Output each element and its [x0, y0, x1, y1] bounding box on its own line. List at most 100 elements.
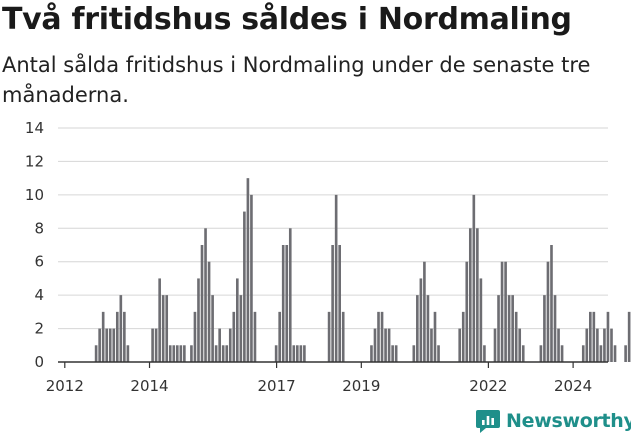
bar	[151, 328, 154, 362]
bar	[546, 261, 550, 362]
bar	[161, 295, 165, 362]
bar	[331, 245, 334, 362]
bar	[108, 328, 112, 362]
bar	[384, 328, 387, 362]
bar	[288, 228, 292, 362]
bar	[303, 345, 306, 362]
bar	[437, 345, 440, 362]
x-tick-label: 2019	[342, 377, 380, 395]
bar	[94, 345, 98, 362]
bar	[557, 328, 560, 362]
bar	[281, 245, 285, 362]
bar	[179, 345, 183, 362]
y-tick-label: 8	[34, 219, 44, 237]
bar	[236, 278, 239, 362]
bar	[274, 345, 278, 362]
bar	[292, 345, 296, 362]
bar	[560, 345, 564, 362]
bar	[497, 295, 500, 362]
bar	[204, 228, 207, 362]
bar	[250, 194, 253, 362]
bar	[507, 295, 511, 362]
bar	[387, 328, 391, 362]
bar	[610, 328, 613, 362]
bar	[627, 311, 631, 362]
bar	[190, 345, 193, 362]
y-tick-label: 12	[25, 152, 44, 170]
bar	[518, 328, 522, 362]
bar	[327, 311, 331, 362]
bar	[175, 345, 179, 362]
bar	[581, 345, 585, 362]
bar	[504, 261, 507, 362]
bar	[419, 278, 423, 362]
brand-name: Newsworthy	[506, 410, 631, 432]
bar	[412, 345, 416, 362]
bar	[433, 311, 437, 362]
x-tick-label: 2024	[554, 377, 592, 395]
bar	[461, 311, 465, 362]
bar	[232, 311, 236, 362]
bar	[165, 295, 169, 362]
bar	[589, 311, 592, 362]
bar	[543, 295, 546, 362]
y-axis-tick-labels: 0 2 4 6 8 10 12 14	[25, 119, 44, 371]
bar	[168, 345, 172, 362]
bar	[225, 345, 229, 362]
bar	[193, 311, 197, 362]
newsworthy-brand: Newsworthy	[476, 408, 631, 434]
bar	[126, 345, 130, 362]
bar	[338, 245, 341, 362]
x-axis-tick-labels: 2012 2014 2017 2019 2022 2024	[46, 362, 592, 395]
newsworthy-logo-icon	[476, 410, 500, 433]
bars	[94, 178, 631, 362]
bar	[426, 295, 430, 362]
bar	[112, 328, 116, 362]
y-tick-label: 10	[25, 186, 44, 204]
x-tick-label: 2017	[258, 377, 296, 395]
bar	[246, 178, 250, 362]
bar	[458, 328, 462, 362]
bar	[483, 345, 486, 362]
bar	[624, 345, 627, 362]
bar	[183, 345, 186, 362]
bar	[391, 345, 394, 362]
bar	[158, 278, 161, 362]
bar	[207, 261, 211, 362]
bar	[514, 311, 518, 362]
bar	[596, 328, 599, 362]
bar	[197, 278, 200, 362]
bar	[296, 345, 299, 362]
y-tick-label: 6	[34, 253, 44, 271]
bar	[472, 194, 476, 362]
bar	[493, 328, 497, 362]
bar	[479, 278, 483, 362]
bar	[243, 211, 246, 362]
y-tick-label: 4	[34, 286, 44, 304]
bar	[221, 345, 225, 362]
y-tick-label: 2	[34, 320, 44, 338]
bar	[476, 228, 479, 362]
bar	[606, 311, 610, 362]
chart-title: Två fritidshus såldes i Nordmaling	[2, 2, 572, 37]
x-tick-label: 2022	[469, 377, 507, 395]
bar	[394, 345, 398, 362]
bar	[465, 261, 469, 362]
x-tick-label: 2012	[46, 377, 84, 395]
bar	[373, 328, 377, 362]
bar	[377, 311, 380, 362]
bar	[603, 328, 606, 362]
y-tick-label: 14	[25, 119, 44, 137]
bar	[334, 194, 338, 362]
bar	[123, 311, 126, 362]
bar	[553, 295, 557, 362]
bar	[172, 345, 176, 362]
x-tick-label: 2014	[130, 377, 168, 395]
bar	[278, 311, 281, 362]
bar	[592, 311, 596, 362]
bar	[200, 245, 204, 362]
bar	[214, 345, 218, 362]
bar	[228, 328, 232, 362]
bar	[380, 311, 384, 362]
